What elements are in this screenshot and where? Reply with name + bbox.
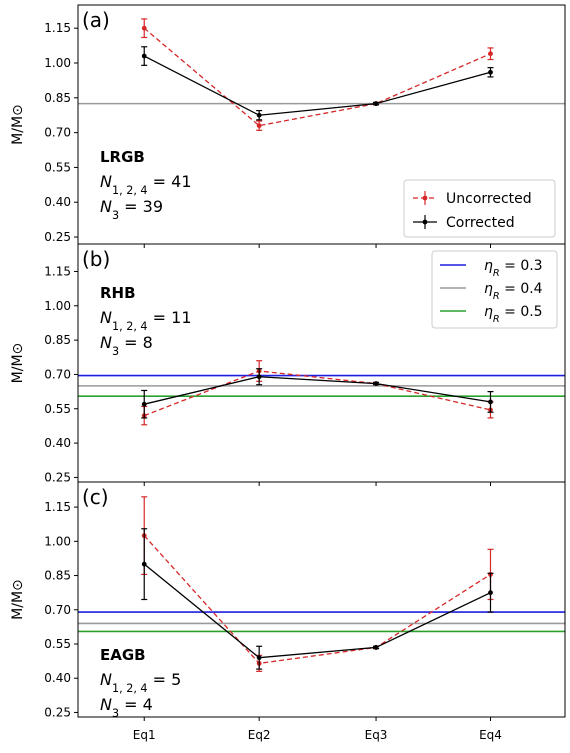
annotation-n124: N1, 2, 4 = 5 bbox=[100, 670, 181, 695]
y-tick-label: 0.85 bbox=[44, 91, 71, 105]
data-point bbox=[373, 645, 379, 650]
series-line bbox=[143, 370, 491, 417]
y-tick-label: 1.00 bbox=[44, 56, 71, 70]
panel-a: 0.25 0.40 0.55 0.70 0.85 1.00 1.15 M/M⊙ (a) LRGB N… bbox=[10, 4, 566, 248]
annotation-title: EAGB bbox=[100, 646, 146, 664]
y-tick-label: 0.25 bbox=[44, 230, 71, 244]
y-tick-label: 0.40 bbox=[44, 671, 71, 685]
legend-marker bbox=[422, 219, 428, 225]
y-tick-label: 1.00 bbox=[44, 534, 71, 548]
legend-label: Uncorrected bbox=[446, 191, 532, 207]
y-tick-label: 1.15 bbox=[44, 21, 71, 35]
data-point bbox=[488, 51, 493, 57]
legend-label: ηR = 0.3 bbox=[484, 258, 543, 279]
x-tick-label: Eq3 bbox=[365, 728, 388, 742]
y-tick-label: 0.55 bbox=[44, 160, 71, 174]
y-tick-label: 0.55 bbox=[44, 637, 71, 651]
y-axis-label: M/M⊙ bbox=[10, 104, 26, 145]
legend-label: ηR = 0.4 bbox=[484, 281, 543, 302]
plot-frame bbox=[77, 481, 566, 718]
annotation-n3: N3 = 8 bbox=[100, 333, 153, 358]
y-tick-label: 0.70 bbox=[44, 367, 71, 381]
data-point bbox=[256, 655, 262, 661]
y-tick-label: 1.15 bbox=[44, 264, 71, 278]
series-line bbox=[143, 563, 491, 659]
data-point bbox=[141, 25, 147, 31]
panel-c: 0.25 0.40 0.55 0.70 0.85 1.00 1.15 Eq1 Eq2 Eq3 Eq4… bbox=[10, 481, 566, 742]
series-uncorrected bbox=[141, 496, 494, 672]
data-point bbox=[256, 112, 262, 118]
series-corrected bbox=[141, 46, 494, 121]
annotation-title: LRGB bbox=[100, 148, 145, 166]
y-tick-label: 0.40 bbox=[44, 436, 71, 450]
series-line bbox=[143, 55, 491, 116]
data-point bbox=[256, 374, 262, 380]
x-tick-label: Eq1 bbox=[133, 728, 156, 742]
y-tick-label: 1.00 bbox=[44, 299, 71, 313]
y-tick-label: 0.70 bbox=[44, 126, 71, 140]
data-point bbox=[373, 381, 379, 386]
panel-label: (c) bbox=[82, 485, 109, 509]
data-point bbox=[141, 561, 147, 567]
data-point bbox=[141, 401, 147, 407]
x-tick-label: Eq4 bbox=[479, 728, 502, 742]
series-line bbox=[143, 27, 491, 127]
annotation-n3: N3 = 39 bbox=[100, 197, 163, 222]
annotation-n3: N3 = 4 bbox=[100, 695, 153, 720]
legend-marker bbox=[422, 195, 428, 201]
legend-label: Corrected bbox=[446, 215, 515, 231]
y-axis-label: M/M⊙ bbox=[10, 579, 26, 620]
y-tick-label: 0.25 bbox=[44, 470, 71, 484]
panel-label: (a) bbox=[82, 8, 110, 32]
x-tick-label: Eq2 bbox=[248, 728, 271, 742]
legend: ηR = 0.3ηR = 0.4ηR = 0.5 bbox=[431, 250, 558, 329]
y-tick-label: 0.70 bbox=[44, 603, 71, 617]
data-point bbox=[488, 590, 493, 596]
legend-label: ηR = 0.5 bbox=[484, 304, 543, 325]
series-corrected bbox=[141, 528, 494, 670]
data-point bbox=[256, 123, 262, 129]
y-tick-label: 0.25 bbox=[44, 705, 71, 719]
y-tick-label: 0.85 bbox=[44, 333, 71, 347]
annotation-title: RHB bbox=[100, 284, 136, 302]
data-point bbox=[488, 399, 493, 405]
data-point bbox=[141, 53, 147, 59]
data-point bbox=[373, 101, 379, 107]
series-uncorrected bbox=[141, 18, 494, 131]
legend-box bbox=[403, 179, 556, 238]
data-point bbox=[488, 69, 493, 75]
panel-b: 0.25 0.40 0.55 0.70 0.85 1.00 1.15 M/M⊙ (b) RHB N1… bbox=[10, 243, 566, 486]
y-tick-label: 0.85 bbox=[44, 569, 71, 583]
annotation-n124: N1, 2, 4 = 11 bbox=[100, 308, 192, 333]
y-tick-label: 0.40 bbox=[44, 195, 71, 209]
y-tick-label: 1.15 bbox=[44, 500, 71, 514]
series-line bbox=[143, 535, 491, 665]
y-axis-label: M/M⊙ bbox=[10, 343, 26, 384]
annotation-n124: N1, 2, 4 = 41 bbox=[100, 172, 192, 197]
series-line bbox=[144, 376, 491, 405]
panel-label: (b) bbox=[82, 247, 110, 271]
legend: Uncorrected Corrected bbox=[403, 179, 556, 238]
y-tick-label: 0.55 bbox=[44, 402, 71, 416]
legend-box bbox=[431, 250, 558, 329]
series-corrected bbox=[141, 368, 494, 419]
